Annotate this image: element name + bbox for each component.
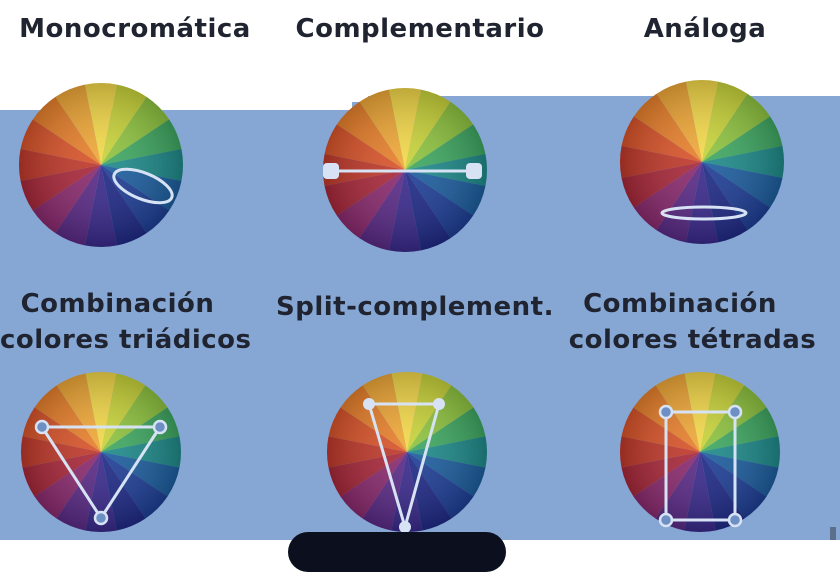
analog-selection-ellipse [660,205,748,221]
tetrad-node [727,512,743,528]
title-tetradas-line2: colores tétradas [568,325,817,355]
wheel-shading [327,372,487,532]
split-node [363,398,375,410]
triad-triangle [39,425,163,521]
tetrad-node [727,404,743,420]
complement-end-left [323,163,339,179]
split-triangle [366,402,441,533]
wheel-analoga [620,79,784,244]
tetrad-node [658,404,674,420]
mono-selection-ellipse [112,167,174,205]
title-complementario: Complementario [295,14,545,44]
color-wheels-layer [19,79,784,533]
wheel-shading [620,80,784,244]
complement-end-right [466,163,482,179]
wheel-shading [620,372,780,532]
title-split-complement: Split-complement. [276,292,554,322]
title-monocromatica: Monocromática [19,14,251,44]
wheel-tetradas [619,372,780,532]
wheel-shading [21,372,181,532]
tetrad-rectangle [664,410,737,522]
wheel-triadico [21,372,181,532]
edge-marker [830,527,836,540]
title-tetradas-line1: Combinación [583,289,777,319]
wheel-monocromatica [19,83,183,247]
split-node [433,398,445,410]
title-analoga: Análoga [643,14,767,44]
triad-node [152,419,168,435]
title-triadico-line2: colores triádicos [0,325,252,355]
triad-node [34,419,50,435]
split-node [399,521,411,533]
tetrad-node [658,512,674,528]
wheel-split-complement [327,372,487,532]
triad-node [93,510,109,526]
title-triadico-line1: Combinación [20,289,215,319]
wheel-complementario [322,88,487,252]
wheel-shading [19,83,183,247]
bottom-pill-button[interactable] [288,532,506,572]
